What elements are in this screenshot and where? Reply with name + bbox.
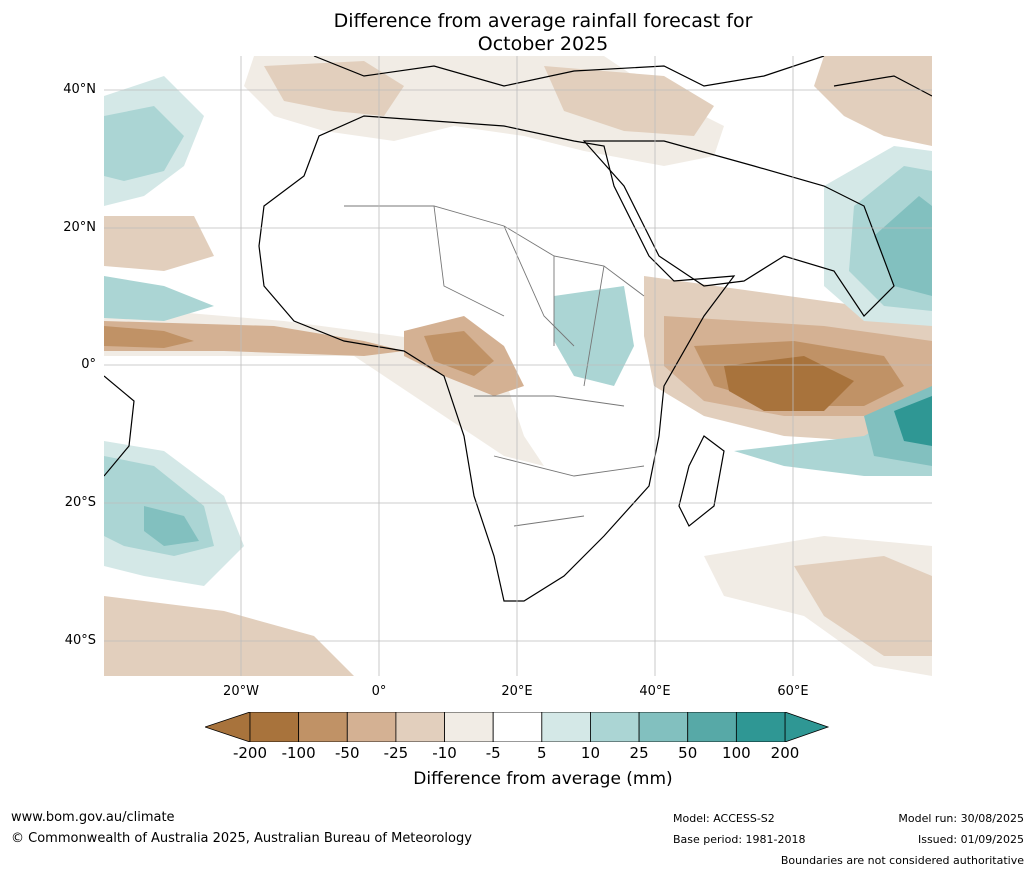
title-line-2: October 2025: [477, 33, 609, 55]
colorbar-tick-label: -100: [281, 744, 316, 762]
colorbar-segment: [395, 711, 445, 743]
lon-label-20w: 20°W: [223, 684, 259, 699]
colorbar-segment: [298, 711, 348, 743]
colorbar-segment: [346, 711, 397, 743]
footer-model-run: Model run: 30/08/2025: [898, 812, 1024, 825]
colorbar-tick-label: 200: [770, 744, 800, 762]
colorbar-label: Difference from average (mm): [413, 769, 673, 789]
colorbar-segment: [687, 711, 737, 743]
colorbar-tick-label: -200: [232, 744, 268, 762]
chart-title: Difference from average rainfall forecas…: [243, 10, 843, 56]
colorbar-over-triangle: [784, 711, 830, 743]
land-outlines: [104, 56, 932, 602]
footer-copyright: © Commonwealth of Australia 2025, Austra…: [11, 831, 472, 846]
lat-label-40s: 40°S: [64, 633, 96, 648]
colorbar-tick-label: 10: [580, 744, 600, 762]
colorbar-tick-label: 50: [678, 744, 698, 762]
colorbar-segment: [735, 711, 786, 743]
title-line-1: Difference from average rainfall forecas…: [333, 10, 753, 32]
colorbar-tick-label: -10: [432, 744, 457, 762]
lat-label-20n: 20°N: [63, 220, 96, 235]
lat-label-20s: 20°S: [64, 495, 96, 510]
colorbar-segment: [492, 711, 543, 743]
footer-disclaimer: Boundaries are not considered authoritat…: [780, 854, 1024, 867]
colorbar-tick-label: -25: [383, 744, 409, 762]
colorbar-segment: [249, 711, 300, 743]
lat-label-0: 0°: [81, 357, 96, 372]
map-svg: [104, 56, 932, 676]
lon-label-20e: 20°E: [501, 684, 533, 699]
colorbar-tick-label: 25: [629, 744, 649, 762]
colorbar-tick-label: -50: [335, 744, 360, 762]
footer-issued: Issued: 01/09/2025: [917, 833, 1024, 846]
wet-anomalies: [104, 76, 932, 586]
dry-anomalies: [104, 56, 932, 676]
gridlines: [104, 56, 932, 676]
lon-label-60e: 60°E: [777, 684, 809, 699]
colorbar-tick-label: -5: [485, 744, 501, 762]
rainfall-map: [104, 56, 932, 676]
footer-url[interactable]: www.bom.gov.au/climate: [11, 810, 175, 825]
colorbar-segment: [590, 711, 640, 743]
colorbar-svg: [203, 711, 830, 743]
colorbar-tick-label: 100: [722, 744, 751, 762]
lon-label-40e: 40°E: [639, 684, 671, 699]
colorbar-under-triangle: [203, 711, 251, 743]
colorbar-tick-label: 5: [537, 744, 547, 762]
lat-label-40n: 40°N: [63, 82, 96, 97]
colorbar-segment: [541, 711, 591, 743]
colorbar-segment: [444, 711, 494, 743]
colorbar: [203, 711, 830, 743]
lon-label-0: 0°: [371, 684, 387, 699]
footer-model: Model: ACCESS-S2: [673, 812, 775, 825]
colorbar-segment: [638, 711, 689, 743]
footer-base-period: Base period: 1981-2018: [673, 833, 806, 846]
